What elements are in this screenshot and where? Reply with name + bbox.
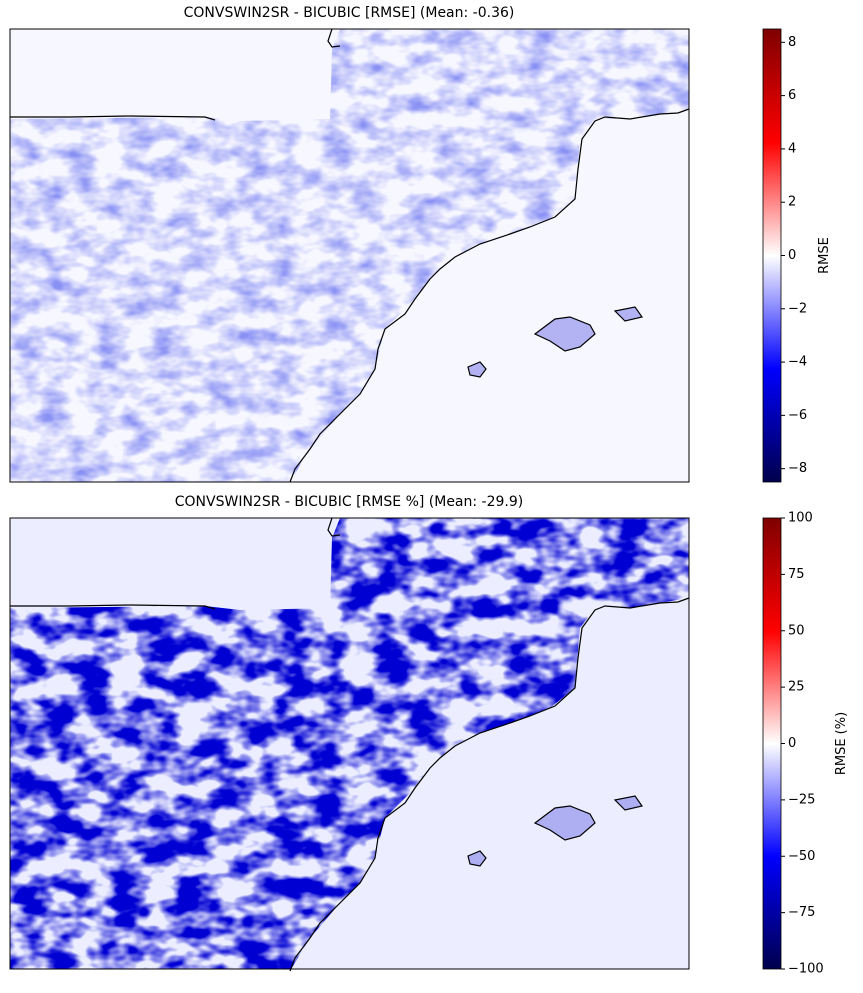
colorbar-tick-label: −25	[788, 792, 815, 807]
colorbar-tick-label: −6	[788, 408, 807, 423]
colorbar-label: RMSE	[817, 237, 832, 274]
colorbar-tick-label: −4	[788, 355, 807, 370]
colorbar-tick-label: −100	[788, 962, 824, 977]
colorbar	[762, 28, 782, 483]
colorbar-tick-label: −75	[788, 905, 815, 920]
colorbar-tick-label: −50	[788, 849, 815, 864]
colorbar-tick-label: 8	[788, 35, 796, 50]
colorbar-tick-label: 0	[788, 248, 796, 263]
colorbar	[762, 517, 782, 970]
map-panel	[9, 28, 690, 483]
colorbar-tick-label: 100	[788, 511, 813, 526]
colorbar-tick-label: 75	[788, 567, 805, 582]
colorbar-tick-label: 4	[788, 141, 796, 156]
colorbar-tick-label: 2	[788, 195, 796, 210]
colorbar-tick-label: 50	[788, 623, 805, 638]
colorbar-tick-label: 0	[788, 736, 796, 751]
colorbar-tick-label: 25	[788, 680, 805, 695]
colorbar-tick-label: −2	[788, 301, 807, 316]
colorbar-tick-label: 6	[788, 88, 796, 103]
chart-title: CONVSWIN2SR - BICUBIC [RMSE] (Mean: -0.3…	[184, 5, 515, 21]
map-panel	[9, 517, 690, 972]
colorbar-label: RMSE (%)	[834, 712, 849, 775]
chart-title: CONVSWIN2SR - BICUBIC [RMSE %] (Mean: -2…	[175, 494, 524, 510]
colorbar-tick-label: −8	[788, 461, 807, 476]
